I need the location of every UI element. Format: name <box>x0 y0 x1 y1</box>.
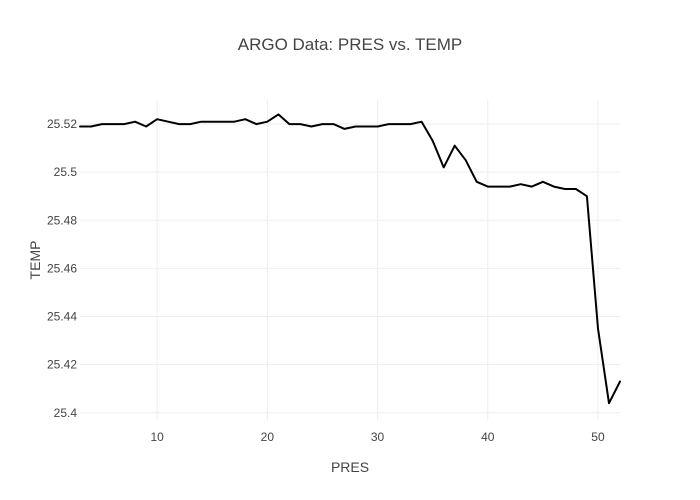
x-tick-label: 50 <box>591 430 605 444</box>
y-tick-label: 25.5 <box>54 165 78 179</box>
y-tick-label: 25.48 <box>47 213 77 227</box>
x-tick-label: 20 <box>261 430 275 444</box>
x-tick-label: 40 <box>481 430 495 444</box>
series-line-temp <box>79 113 621 405</box>
y-tick-label: 25.42 <box>47 358 77 372</box>
y-tick-label: 25.52 <box>47 117 77 131</box>
x-tick-label: 10 <box>150 430 164 444</box>
chart-title: ARGO Data: PRES vs. TEMP <box>238 35 463 54</box>
series-group <box>79 113 621 405</box>
x-axis-ticks: 10 20 30 40 50 <box>150 430 604 444</box>
y-axis-title: TEMP <box>27 241 43 280</box>
x-tick-label: 30 <box>371 430 385 444</box>
y-axis-ticks: 25.4 25.42 25.44 25.46 25.48 25.5 25.52 <box>47 117 77 420</box>
y-tick-label: 25.44 <box>47 310 77 324</box>
grid <box>80 100 620 420</box>
y-tick-label: 25.4 <box>54 406 78 420</box>
y-tick-label: 25.46 <box>47 261 77 275</box>
x-axis-title: PRES <box>331 459 369 475</box>
